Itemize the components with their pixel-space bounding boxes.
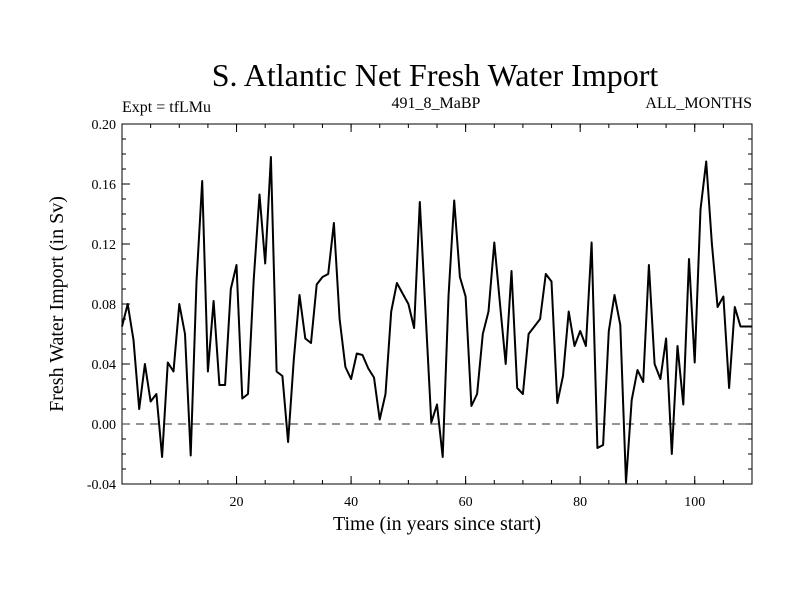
x-tick-label: 100: [684, 495, 705, 510]
x-axis: 20 40 60 80 100: [150, 124, 724, 510]
y-tick-label: 0.08: [92, 298, 117, 313]
y-axis: -0.04 0.00 0.04 0.08 0.12 0.16 0.20: [87, 118, 752, 493]
y-tick-label: -0.04: [87, 478, 116, 493]
x-tick-label: 60: [459, 495, 473, 510]
subtitle-months: ALL_MONTHS: [645, 95, 752, 112]
y-tick-label: 0.04: [92, 358, 117, 373]
x-tick-label: 20: [230, 495, 244, 510]
subtitle-run-id: 491_8_MaBP: [392, 95, 481, 112]
x-tick-label: 40: [344, 495, 358, 510]
y-tick-label: 0.00: [92, 418, 117, 433]
x-tick-label: 80: [573, 495, 587, 510]
plot-frame: [121, 123, 753, 485]
series-group: [121, 156, 752, 484]
y-tick-label: 0.16: [92, 178, 117, 193]
y-tick-label: 0.12: [92, 238, 117, 253]
y-tick-label: 0.20: [92, 118, 117, 133]
chart-title: S. Atlantic Net Fresh Water Import: [212, 57, 659, 93]
x-axis-label: Time (in years since start): [333, 513, 541, 535]
series-line: [121, 156, 752, 484]
y-axis-label: Fresh Water Import (in Sv): [46, 196, 68, 412]
subtitle-experiment: Expt = tfLMu: [122, 99, 211, 116]
